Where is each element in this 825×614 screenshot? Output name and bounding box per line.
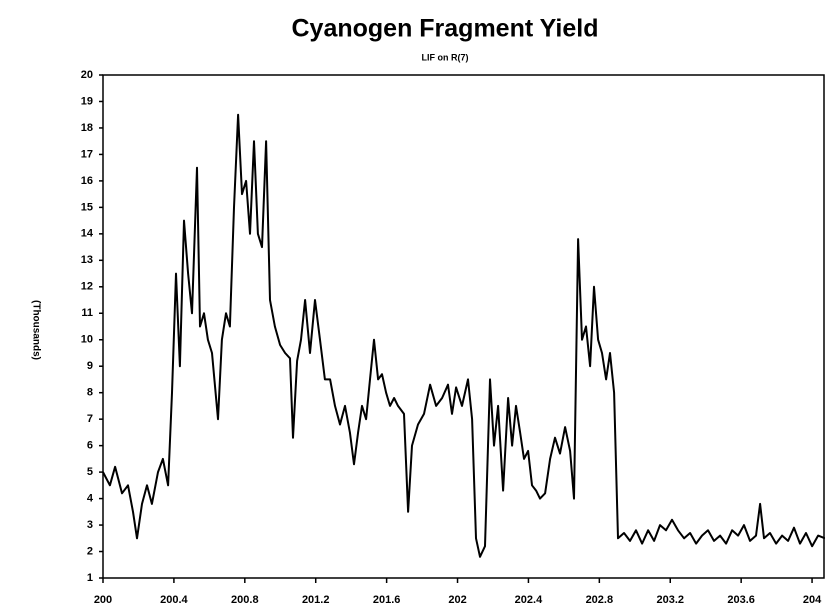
chart-subtitle: LIF on R(7) [422, 52, 469, 62]
y-tick-label: 8 [87, 387, 93, 399]
x-tick-label: 200.8 [231, 594, 259, 606]
plot-frame [102, 74, 825, 579]
y-tick-label: 1 [87, 572, 93, 584]
x-tick-label: 200 [94, 594, 112, 606]
y-tick-label: 3 [87, 519, 93, 531]
y-tick-label: 7 [87, 413, 93, 425]
x-tick-label: 200.4 [160, 594, 188, 606]
y-tick-label: 4 [87, 492, 94, 504]
x-tick-label: 202.8 [586, 594, 614, 606]
y-tick-label: 18 [81, 122, 93, 134]
chart-title: Cyanogen Fragment Yield [291, 15, 598, 43]
data-line [102, 113, 825, 558]
x-tick-label: 202 [448, 594, 466, 606]
y-tick-label: 11 [81, 307, 93, 319]
x-tick-label: 204 [803, 594, 822, 606]
y-tick-label: 20 [81, 69, 93, 81]
y-tick-label: 17 [81, 148, 93, 160]
y-tick-label: 15 [81, 201, 93, 213]
y-tick-label: 9 [87, 360, 93, 372]
y-axis-label: (Thousands) [30, 300, 41, 360]
x-tick-label: 201.6 [373, 594, 401, 606]
y-tick-label: 5 [87, 466, 93, 478]
x-tick-label: 203.6 [727, 594, 755, 606]
y-tick-label: 13 [81, 254, 93, 266]
x-tick-label: 201.2 [302, 594, 330, 606]
y-tick-label: 14 [81, 228, 94, 240]
y-tick-label: 2 [87, 545, 93, 557]
y-tick-label: 12 [81, 281, 93, 293]
y-tick-label: 10 [81, 334, 93, 346]
x-tick-label: 203.2 [656, 594, 684, 606]
y-tick-label: 6 [87, 440, 93, 452]
x-tick-label: 202.4 [515, 594, 543, 606]
y-tick-label: 16 [81, 175, 93, 187]
y-tick-label: 19 [81, 95, 93, 107]
